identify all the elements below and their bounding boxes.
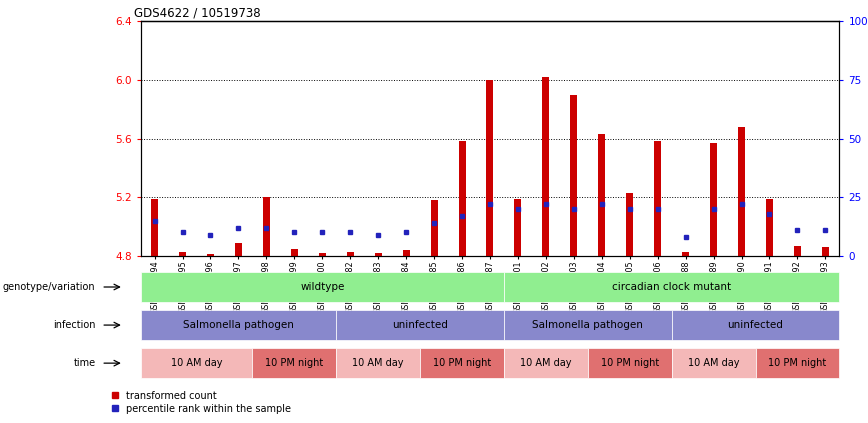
Bar [458, 141, 465, 256]
Bar [486, 80, 494, 256]
Bar [336, 348, 420, 378]
Bar [738, 127, 745, 256]
Bar [626, 193, 634, 256]
Legend: transformed count, percentile rank within the sample: transformed count, percentile rank withi… [111, 391, 292, 414]
Text: genotype/variation: genotype/variation [3, 282, 95, 292]
Text: 10 PM night: 10 PM night [266, 358, 324, 368]
Bar [755, 348, 839, 378]
Bar [682, 252, 689, 256]
Bar [319, 253, 326, 256]
Text: 10 AM day: 10 AM day [171, 358, 222, 368]
Bar [346, 252, 354, 256]
Text: uninfected: uninfected [727, 320, 784, 330]
Bar [766, 199, 773, 256]
Bar [141, 310, 336, 340]
Text: 10 PM night: 10 PM night [601, 358, 659, 368]
Text: 10 AM day: 10 AM day [352, 358, 404, 368]
Bar [253, 348, 336, 378]
Text: Salmonella pathogen: Salmonella pathogen [183, 320, 294, 330]
Bar [654, 141, 661, 256]
Bar [504, 310, 672, 340]
Bar [515, 199, 522, 256]
Bar [375, 253, 382, 256]
Text: infection: infection [53, 320, 95, 330]
Bar [141, 348, 253, 378]
Bar [403, 250, 410, 256]
Text: GDS4622 / 10519738: GDS4622 / 10519738 [134, 7, 260, 20]
Bar [794, 246, 801, 256]
Text: Salmonella pathogen: Salmonella pathogen [532, 320, 643, 330]
Bar [542, 77, 549, 256]
Bar [672, 348, 755, 378]
Bar [598, 134, 605, 256]
Bar [235, 243, 242, 256]
Text: 10 PM night: 10 PM night [768, 358, 826, 368]
Bar [672, 310, 839, 340]
Bar [504, 348, 588, 378]
Bar [504, 272, 839, 302]
Bar [179, 252, 186, 256]
Bar [822, 247, 829, 256]
Bar [431, 200, 437, 256]
Bar [570, 94, 577, 256]
Text: 10 AM day: 10 AM day [520, 358, 572, 368]
Bar [710, 143, 717, 256]
Bar [336, 310, 504, 340]
Bar [151, 199, 158, 256]
Text: 10 PM night: 10 PM night [433, 358, 491, 368]
Text: wildtype: wildtype [300, 282, 345, 292]
Bar [141, 272, 504, 302]
Bar [588, 348, 672, 378]
Bar [263, 197, 270, 256]
Bar [291, 249, 298, 256]
Bar [207, 255, 214, 256]
Text: uninfected: uninfected [392, 320, 448, 330]
Text: 10 AM day: 10 AM day [687, 358, 740, 368]
Bar [420, 348, 504, 378]
Text: circadian clock mutant: circadian clock mutant [612, 282, 731, 292]
Text: time: time [74, 358, 95, 368]
